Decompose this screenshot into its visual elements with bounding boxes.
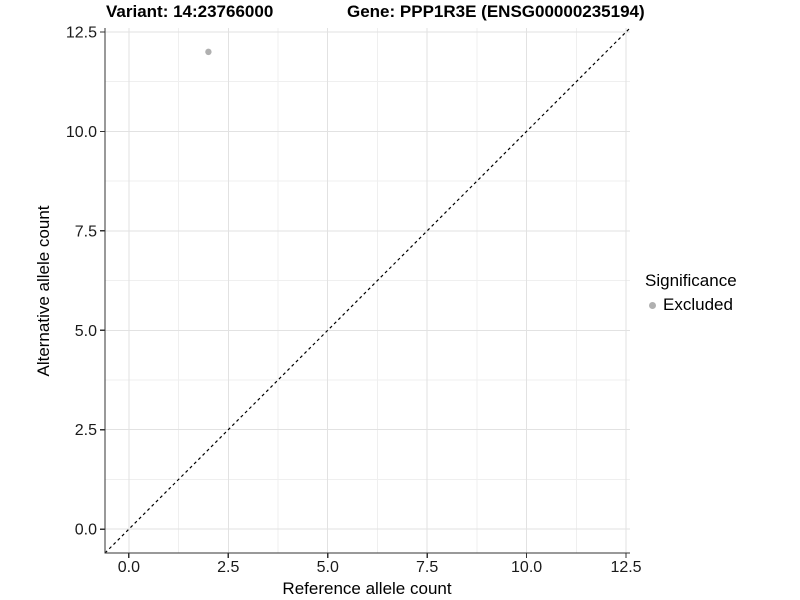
y-tick-label: 5.0 <box>75 323 97 340</box>
x-tick-label: 10.0 <box>511 559 542 576</box>
data-point <box>205 48 212 56</box>
identity-reference-line <box>104 27 631 554</box>
x-axis-title: Reference allele count <box>282 579 452 598</box>
y-tick-label: 2.5 <box>75 422 97 439</box>
y-tick-label: 12.5 <box>66 24 97 41</box>
y-tick-label: 0.0 <box>75 522 97 539</box>
y-axis-title: Alternative allele count <box>34 205 53 377</box>
y-tick-label: 7.5 <box>75 223 97 240</box>
legend: Significance Excluded <box>645 271 737 315</box>
plot-title-variant: Variant: 14:23766000 <box>106 2 274 21</box>
x-tick-label: 2.5 <box>217 559 239 576</box>
legend-item-label: Excluded <box>663 295 733 314</box>
legend-point-icon <box>649 301 656 309</box>
y-tick-label: 10.0 <box>66 124 97 141</box>
legend-title: Significance <box>645 271 737 290</box>
plot-title-gene: Gene: PPP1R3E (ENSG00000235194) <box>347 2 645 21</box>
x-tick-label: 7.5 <box>416 559 438 576</box>
legend-item-excluded: Excluded <box>645 295 737 315</box>
x-tick-label: 12.5 <box>610 559 641 576</box>
x-tick-label: 5.0 <box>317 559 339 576</box>
x-tick-label: 0.0 <box>118 559 140 576</box>
